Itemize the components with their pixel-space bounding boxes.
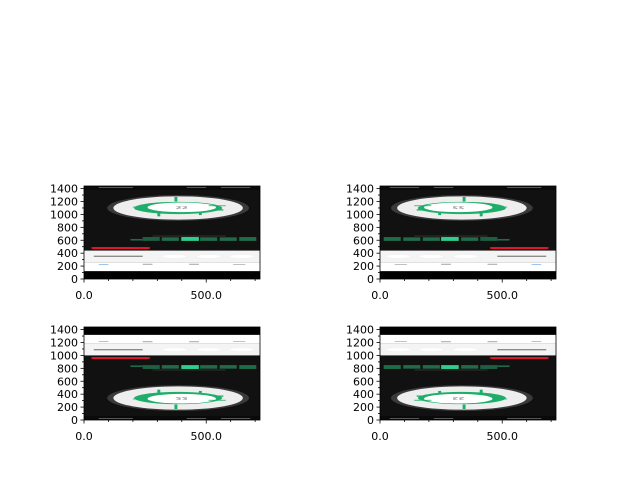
y-tick-label: 200 bbox=[57, 401, 78, 414]
y-tick-label: 800 bbox=[353, 221, 374, 234]
y-tick-label: 1400 bbox=[50, 183, 78, 196]
y-tick-label: 400 bbox=[353, 247, 374, 260]
y-tick-label: 0 bbox=[71, 273, 78, 286]
axes-frame bbox=[379, 185, 557, 280]
y-tick-label: 200 bbox=[57, 260, 78, 273]
axes-frame bbox=[379, 326, 557, 421]
x-tick-label: 500.0 bbox=[486, 430, 518, 443]
y-tick-label: 800 bbox=[57, 221, 78, 234]
y-tick-label: 1000 bbox=[346, 349, 374, 362]
x-tick-label: 0.0 bbox=[371, 430, 389, 443]
y-tick-label: 1200 bbox=[50, 337, 78, 350]
y-tick-label: 200 bbox=[353, 401, 374, 414]
y-tick-label: 400 bbox=[57, 388, 78, 401]
y-tick-label: 400 bbox=[353, 388, 374, 401]
x-tick-label: 500.0 bbox=[486, 289, 518, 302]
x-tick-label: 500.0 bbox=[190, 289, 222, 302]
y-tick-label: 1400 bbox=[346, 324, 374, 337]
y-tick-label: 600 bbox=[57, 375, 78, 388]
y-tick-label: 1000 bbox=[346, 208, 374, 221]
y-tick-label: 600 bbox=[353, 234, 374, 247]
y-tick-label: 800 bbox=[57, 362, 78, 375]
image bbox=[83, 185, 261, 280]
y-tick-label: 1400 bbox=[50, 324, 78, 337]
y-tick-label: 800 bbox=[353, 362, 374, 375]
y-tick-label: 600 bbox=[353, 375, 374, 388]
x-tick-label: 500.0 bbox=[190, 430, 222, 443]
x-tick-label: 0.0 bbox=[75, 430, 93, 443]
image bbox=[379, 326, 557, 421]
y-tick-label: 200 bbox=[353, 260, 374, 273]
image bbox=[379, 185, 557, 280]
image bbox=[83, 326, 261, 421]
y-tick-label: 0 bbox=[367, 273, 374, 286]
x-tick-label: 0.0 bbox=[371, 289, 389, 302]
y-tick-label: 1000 bbox=[50, 208, 78, 221]
x-tick-label: 0.0 bbox=[75, 289, 93, 302]
y-tick-label: 1200 bbox=[50, 196, 78, 209]
y-tick-label: 1000 bbox=[50, 349, 78, 362]
y-tick-label: 1200 bbox=[346, 337, 374, 350]
y-tick-label: 0 bbox=[367, 414, 374, 427]
y-tick-label: 400 bbox=[57, 247, 78, 260]
y-tick-label: 1200 bbox=[346, 196, 374, 209]
y-tick-label: 1400 bbox=[346, 183, 374, 196]
axes-frame bbox=[83, 185, 261, 280]
axes-frame bbox=[83, 326, 261, 421]
y-tick-label: 600 bbox=[57, 234, 78, 247]
y-tick-label: 0 bbox=[71, 414, 78, 427]
